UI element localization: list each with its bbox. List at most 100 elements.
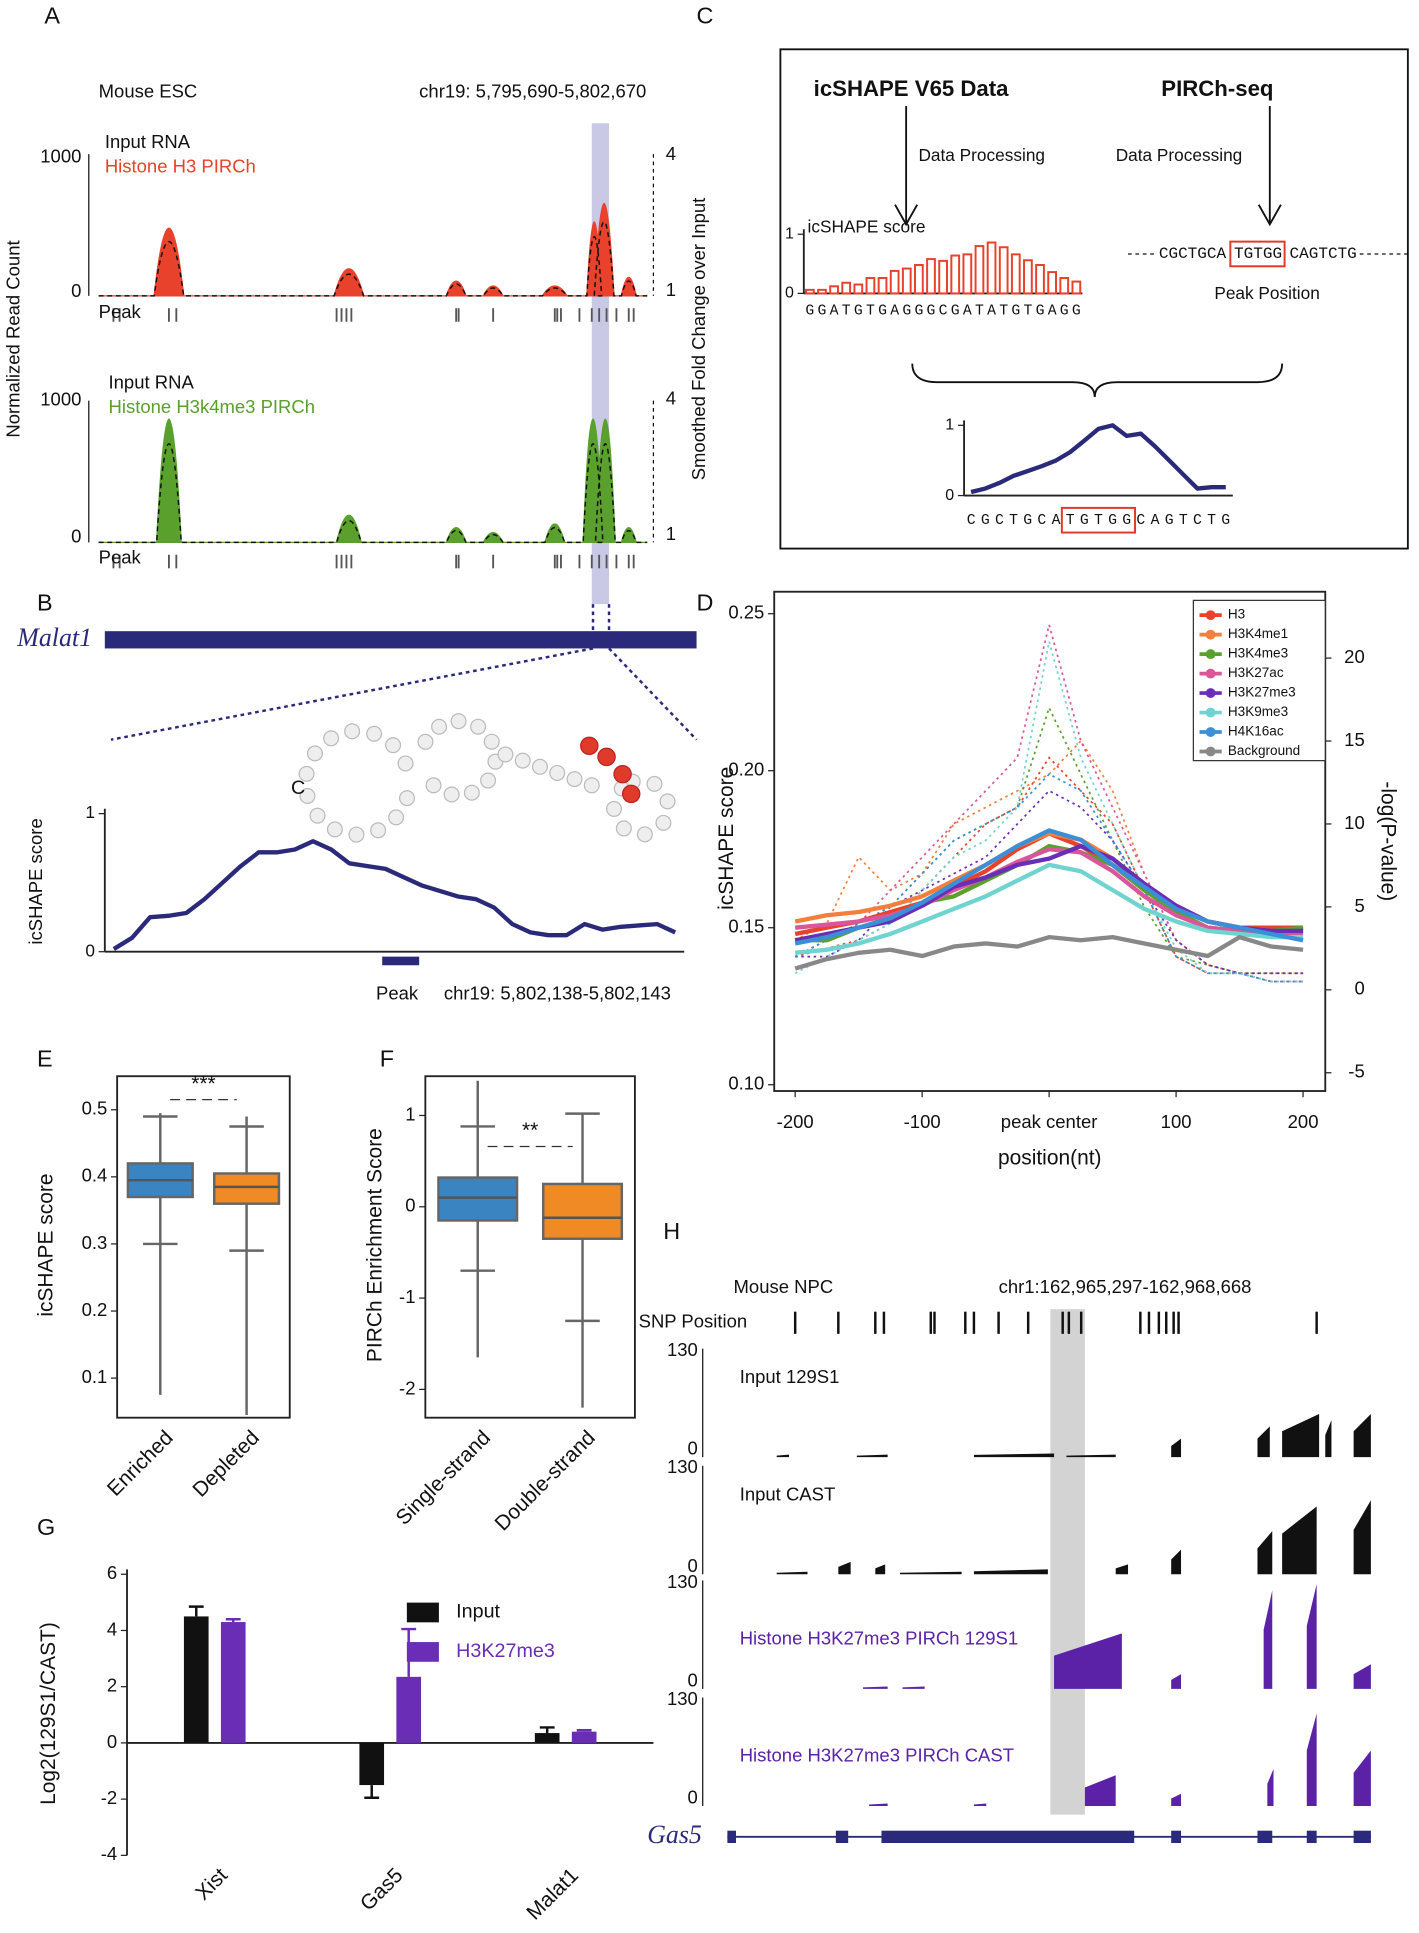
legend-frame — [1192, 599, 1326, 762]
coverage-block — [1171, 1674, 1182, 1689]
sequence-letter: T — [999, 304, 1008, 320]
bar — [220, 1622, 246, 1743]
bar — [534, 1733, 560, 1743]
coverage-block — [776, 1454, 790, 1458]
coverage-block — [1084, 1775, 1116, 1807]
legend-swatch — [406, 1602, 439, 1623]
track-label: Input RNA — [109, 371, 195, 392]
coverage-block — [973, 1569, 1048, 1575]
y-axis-label: PIRCh Enrichment Score — [364, 1128, 387, 1362]
exon — [727, 1830, 737, 1844]
sequence-letter: A — [830, 304, 839, 320]
y-tick-label: 0 — [688, 1555, 698, 1576]
nucleotide — [366, 725, 383, 742]
y-axis-label: icSHAPE score — [25, 818, 46, 944]
nucleotide — [497, 746, 514, 763]
bar — [841, 281, 852, 295]
step-label: Data Processing — [1116, 145, 1243, 165]
nucleotide — [306, 745, 323, 762]
peak-box — [1229, 240, 1286, 268]
peak-box — [1060, 506, 1137, 534]
track-label: Input CAST — [740, 1483, 836, 1504]
bar — [926, 258, 936, 295]
gene-name: Gas5 — [647, 1820, 702, 1849]
y-tick-label: 0.3 — [82, 1232, 108, 1253]
arrow-head — [1257, 204, 1282, 227]
y-tick-label: 1000 — [40, 389, 81, 410]
bar — [950, 254, 961, 295]
y-tick-label: 4 — [107, 1618, 117, 1639]
coverage-block — [1171, 1793, 1182, 1807]
significance: ** — [522, 1119, 538, 1142]
legend-label: H3K27ac — [1228, 665, 1284, 680]
coverage-block — [1257, 1426, 1270, 1458]
y-tick-label: 0 — [785, 284, 794, 302]
plot-frame — [116, 1075, 291, 1419]
nucleotide — [480, 772, 497, 789]
y-tick-label: -4 — [101, 1843, 117, 1864]
y-tick-label: 0 — [85, 940, 95, 960]
nucleotide — [470, 718, 487, 735]
y-tick-label: 130 — [667, 1339, 698, 1360]
legend-label: H3 — [1228, 607, 1245, 622]
sequence-peak: TGTGG — [1234, 245, 1282, 263]
panel-label: E — [37, 1045, 53, 1071]
modified-nucleotide — [580, 736, 599, 756]
nucleotide — [417, 733, 434, 750]
y-tick-label: 130 — [667, 1456, 698, 1477]
x-tick-label: peak center — [1001, 1111, 1098, 1132]
y2-tick-label: 0 — [1354, 978, 1364, 999]
y2-tick-label: 5 — [1354, 895, 1364, 916]
nucleotide — [659, 793, 676, 810]
nucleotide — [309, 807, 326, 824]
sequence-letter: T — [866, 304, 875, 320]
y2-axis-label: -log(P-value) — [1376, 781, 1399, 901]
sequence-letter: T — [1094, 513, 1103, 529]
legend-label: Background — [1228, 743, 1300, 758]
x-tick-label: Enriched — [103, 1426, 178, 1501]
highlight — [1050, 1309, 1085, 1815]
sequence-letter: C — [967, 513, 976, 529]
sequence-letter: T — [1179, 513, 1188, 529]
error-bar — [539, 1726, 555, 1734]
panel-label: B — [37, 589, 53, 615]
y-tick-label: 1 — [945, 416, 954, 434]
coverage-block — [1353, 1413, 1371, 1458]
source-title: icSHAPE V65 Data — [814, 76, 1010, 101]
y2-tick-label: 4 — [666, 387, 676, 408]
nucleotide — [483, 733, 500, 750]
exon — [1171, 1830, 1182, 1844]
coverage-block — [1353, 1750, 1371, 1807]
sequence-letter: T — [842, 304, 851, 320]
sequence-letter: G — [927, 304, 936, 320]
nucleotide — [655, 814, 672, 831]
y-tick-label: 0 — [688, 1787, 698, 1808]
zoom-line — [110, 647, 594, 741]
coverage-block — [1115, 1564, 1129, 1575]
peak-label: Peak — [376, 983, 419, 1004]
y-tick-label: 0.10 — [728, 1073, 764, 1094]
nucleotide — [450, 713, 467, 730]
coverage-block — [1306, 1584, 1317, 1689]
coverage-block — [875, 1564, 886, 1575]
x-axis-label: position(nt) — [998, 1146, 1102, 1169]
box — [541, 1182, 624, 1240]
exon — [835, 1830, 849, 1844]
nucleotide — [397, 755, 414, 772]
x-tick-label: 100 — [1161, 1111, 1192, 1132]
sequence-letter: A — [1048, 304, 1057, 320]
x-tick-label: -100 — [904, 1111, 941, 1132]
bar — [396, 1676, 422, 1743]
modified-nucleotide — [613, 764, 632, 784]
exon — [881, 1830, 1135, 1844]
source-title: PIRCh-seq — [1161, 76, 1273, 101]
bar — [1010, 253, 1021, 295]
bar — [817, 288, 827, 295]
panel-label: H — [663, 1218, 680, 1244]
y2-axis-label: Smoothed Fold Change over Input — [688, 198, 709, 481]
legend-label: H3K9me3 — [1228, 704, 1288, 719]
y-tick-label: -2 — [101, 1787, 117, 1808]
